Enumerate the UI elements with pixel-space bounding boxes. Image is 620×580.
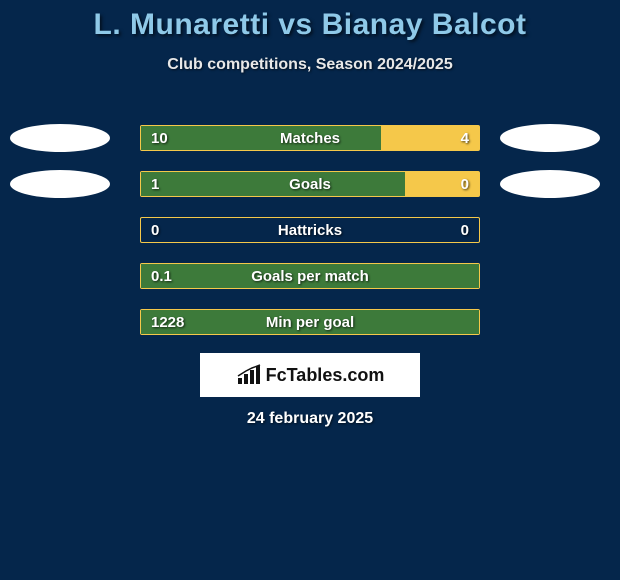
metric-row: 104Matches bbox=[0, 120, 620, 166]
metric-row: 10Goals bbox=[0, 166, 620, 212]
player-avatar-right bbox=[500, 124, 600, 152]
bar-track: 104Matches bbox=[140, 125, 480, 151]
subtitle: Club competitions, Season 2024/2025 bbox=[0, 56, 620, 74]
bar-track: 10Goals bbox=[140, 171, 480, 197]
bar-track: 00Hattricks bbox=[140, 217, 480, 243]
page-title: L. Munaretti vs Bianay Balcot bbox=[0, 0, 620, 42]
metric-row: 1228Min per goal bbox=[0, 304, 620, 350]
bar-track: 0.1Goals per match bbox=[140, 263, 480, 289]
metric-label: Min per goal bbox=[141, 314, 479, 331]
metric-label: Goals bbox=[141, 176, 479, 193]
comparison-chart: 104Matches 10Goals 00Hattricks 0.1Goals per… bbox=[0, 120, 620, 350]
chart-icon bbox=[236, 364, 262, 386]
bar-track: 1228Min per goal bbox=[140, 309, 480, 335]
player-avatar-left bbox=[10, 124, 110, 152]
date-label: 24 february 2025 bbox=[0, 410, 620, 428]
metric-label: Matches bbox=[141, 130, 479, 147]
metric-row: 0.1Goals per match bbox=[0, 258, 620, 304]
player-avatar-left bbox=[10, 170, 110, 198]
brand-text: FcTables.com bbox=[266, 365, 385, 386]
player-avatar-right bbox=[500, 170, 600, 198]
metric-row: 00Hattricks bbox=[0, 212, 620, 258]
metric-label: Goals per match bbox=[141, 268, 479, 285]
brand-badge: FcTables.com bbox=[200, 353, 420, 397]
metric-label: Hattricks bbox=[141, 222, 479, 239]
